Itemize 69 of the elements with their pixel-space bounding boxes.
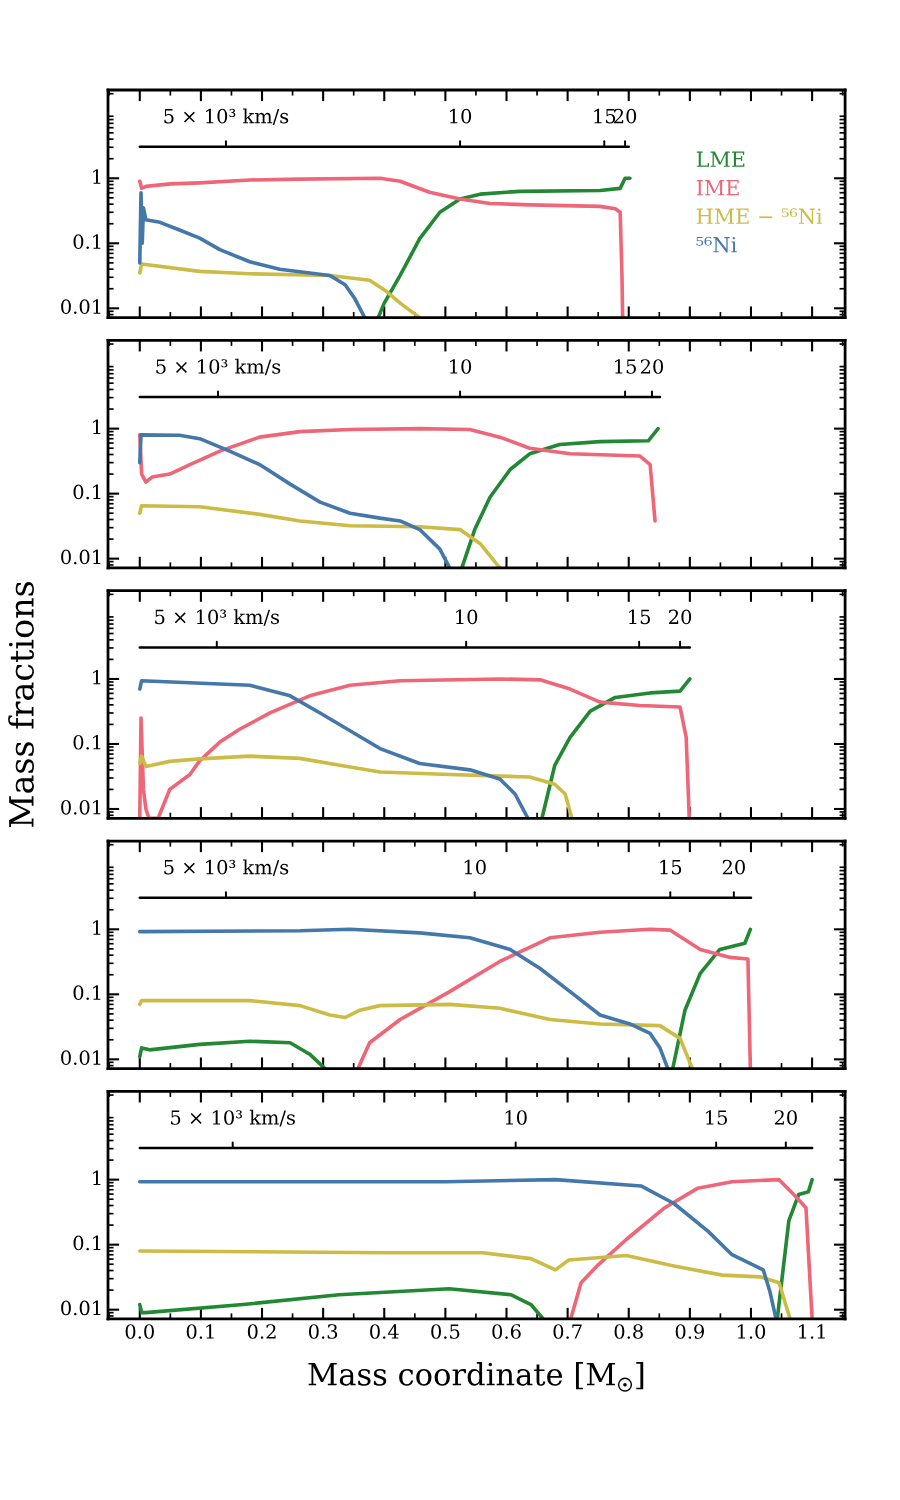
annotation: 10 [456,609,478,625]
annotation: 20 [614,108,637,124]
y-tick-label: 0.1 [73,985,101,1000]
y-tick-label: 1 [93,1170,101,1186]
x-tick-label: 1.0 [737,1324,766,1339]
annotation: 10 [450,359,472,374]
line-series [137,503,502,568]
line-series [376,176,632,318]
x-tick-label: 0.6 [492,1324,521,1339]
text: LME [696,151,745,167]
annotation: 5 × 10³ km/s [171,1109,295,1127]
x-tick-label: 0.4 [370,1324,399,1339]
line-series [137,176,625,318]
y-tick-label: 1 [93,920,101,935]
annotation: 15 [594,108,616,124]
text: HME − ⁵⁶Ni [696,208,823,225]
annotation: 20 [669,609,692,625]
y-tick-label: 0.1 [73,484,101,500]
y-tick-label: 0.01 [61,1050,101,1065]
x-tick-label: 0.7 [553,1324,582,1339]
y-tick-label: 0.01 [61,299,101,314]
x-tick-label: 0.1 [186,1324,214,1339]
line-series [137,1249,792,1319]
line-series [137,998,695,1069]
line-series [460,426,660,568]
y-tick-label: 1 [93,669,101,685]
text: IME [696,180,739,196]
annotation: 5 × 10³ km/s [156,358,281,376]
annotation: 5 × 10³ km/s [164,859,289,877]
line-series [356,927,753,1069]
line-series [137,433,452,568]
x-tick-label: 1.1 [799,1324,825,1339]
line-series [137,262,422,318]
y-tick-label: 0.01 [61,799,101,815]
x-tick-label: 0.3 [308,1324,338,1339]
line-series [137,426,657,523]
line-series [137,677,692,819]
annotation: 15 [706,1110,728,1125]
annotation: 10 [450,108,472,124]
x-tick-label: 0.5 [431,1324,460,1339]
line-series [137,190,367,318]
annotation: 20 [640,359,664,374]
y-tick-label: 1 [93,169,101,184]
x-tick-label: 0.9 [675,1324,705,1339]
text: ⁵⁶Ni [696,236,737,253]
y-tick-label: 0.1 [73,1235,101,1251]
y-tick-label: 0.1 [73,734,101,750]
x-tick-label: 0.2 [247,1324,276,1339]
annotation: 10 [505,1110,527,1125]
annotation: 20 [774,1110,797,1125]
annotation: 15 [615,359,636,374]
line-series [540,677,692,819]
line-series [137,678,530,819]
y-axis-title: Mass fractions [8,582,34,827]
line-series [137,754,574,819]
annotation: 20 [722,859,745,875]
y-tick-label: 1 [93,419,101,434]
line-series [568,1177,814,1319]
x-tick-label: 0.0 [125,1324,154,1339]
annotation: 15 [629,609,650,625]
annotation: 15 [660,859,682,875]
annotation: 5 × 10³ km/s [155,609,280,626]
annotation: 5 × 10³ km/s [164,108,289,126]
annotation: 10 [464,859,486,875]
x-tick-label: 0.8 [614,1324,643,1339]
y-tick-label: 0.01 [61,549,101,565]
y-tick-label: 0.01 [61,1300,101,1316]
x-axis-title: Mass coordinate [M$_{☉}$] [308,1362,644,1392]
y-tick-label: 0.1 [73,234,101,249]
